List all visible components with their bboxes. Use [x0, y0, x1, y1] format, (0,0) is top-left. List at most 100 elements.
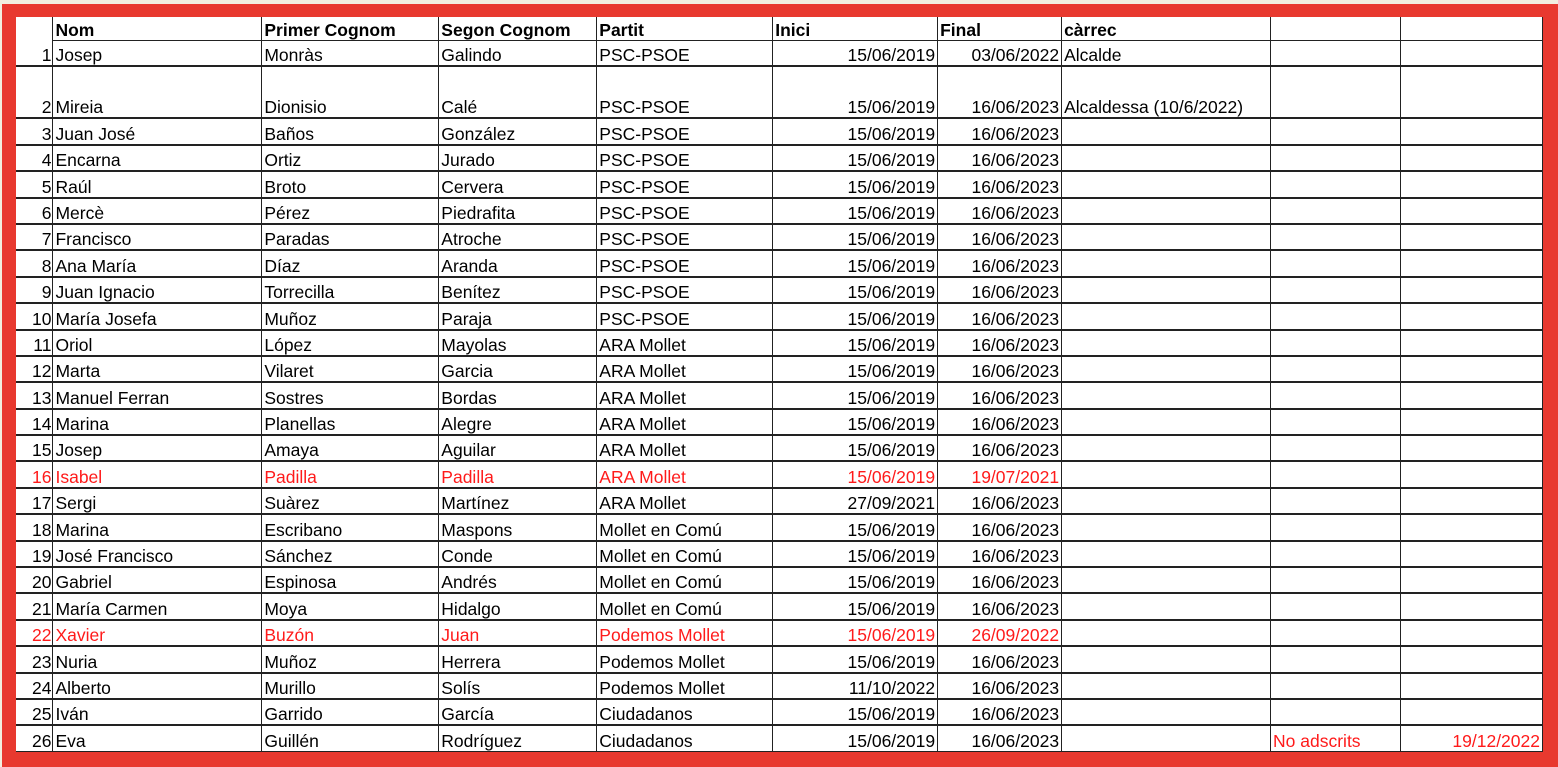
row-number[interactable]: 14: [16, 408, 54, 437]
cell-extra-1[interactable]: [1270, 355, 1401, 384]
cell-partit[interactable]: ARA Mollet: [596, 381, 774, 410]
cell-extra-1[interactable]: [1270, 460, 1401, 489]
cell-carrec[interactable]: [1061, 513, 1272, 542]
row-number[interactable]: 4: [16, 144, 54, 173]
cell-segon-cognom[interactable]: Aranda: [438, 249, 598, 278]
cell-extra-1[interactable]: [1270, 592, 1401, 621]
cell-segon-cognom[interactable]: Mayolas: [438, 329, 598, 357]
header-empty[interactable]: [1270, 17, 1401, 41]
cell-extra-2[interactable]: [1399, 408, 1543, 437]
cell-nom[interactable]: Oriol: [52, 329, 263, 357]
cell-inici[interactable]: 15/06/2019: [772, 434, 939, 463]
cell-nom[interactable]: Juan Ignacio: [52, 276, 263, 305]
cell-nom[interactable]: Gabriel: [52, 566, 263, 595]
cell-inici[interactable]: 15/06/2019: [772, 645, 939, 674]
cell-carrec[interactable]: [1061, 408, 1272, 437]
cell-carrec[interactable]: [1061, 276, 1272, 305]
cell-extra-2[interactable]: [1399, 302, 1543, 331]
cell-inici[interactable]: 15/06/2019: [772, 408, 939, 437]
cell-extra-2[interactable]: [1399, 698, 1543, 727]
cell-partit[interactable]: PSC-PSOE: [596, 170, 774, 199]
cell-final[interactable]: 16/06/2023: [937, 329, 1063, 357]
cell-segon-cognom[interactable]: Padilla: [438, 460, 598, 489]
cell-extra-1[interactable]: [1270, 117, 1401, 146]
cell-extra-1[interactable]: [1270, 434, 1401, 463]
cell-partit[interactable]: ARA Mollet: [596, 329, 774, 357]
cell-partit[interactable]: PSC-PSOE: [596, 223, 774, 252]
cell-primer-cognom[interactable]: Sánchez: [261, 540, 440, 569]
cell-final[interactable]: 16/06/2023: [937, 381, 1063, 410]
cell-segon-cognom[interactable]: Cervera: [438, 170, 598, 199]
cell-nom[interactable]: Nuria: [52, 645, 263, 674]
cell-extra-2[interactable]: 19/12/2022: [1399, 724, 1543, 752]
header-primer-cognom[interactable]: Primer Cognom: [261, 17, 440, 41]
cell-final[interactable]: 16/06/2023: [937, 117, 1063, 146]
row-number[interactable]: 17: [16, 487, 54, 516]
row-number[interactable]: 5: [16, 171, 54, 199]
cell-carrec[interactable]: [1061, 672, 1272, 700]
cell-partit[interactable]: Podemos Mollet: [596, 619, 774, 648]
cell-inici[interactable]: 15/06/2019: [772, 460, 939, 489]
cell-partit[interactable]: Ciudadanos: [596, 698, 774, 727]
cell-final[interactable]: 16/06/2023: [937, 592, 1063, 621]
cell-primer-cognom[interactable]: Amaya: [261, 434, 440, 463]
cell-inici[interactable]: 15/06/2019: [772, 144, 939, 173]
cell-carrec[interactable]: [1061, 434, 1272, 463]
cell-nom[interactable]: María Josefa: [52, 302, 263, 331]
cell-partit[interactable]: Ciudadanos: [596, 724, 774, 752]
cell-segon-cognom[interactable]: Hidalgo: [438, 592, 598, 621]
cell-final[interactable]: 16/06/2023: [937, 566, 1063, 595]
cell-primer-cognom[interactable]: Planellas: [261, 408, 440, 437]
cell-extra-2[interactable]: [1399, 460, 1543, 489]
cell-partit[interactable]: Podemos Mollet: [596, 672, 774, 700]
cell-partit[interactable]: PSC-PSOE: [596, 144, 774, 173]
cell-extra-1[interactable]: [1270, 645, 1401, 674]
cell-segon-cognom[interactable]: Rodríguez: [438, 724, 598, 752]
header-final[interactable]: Final: [937, 17, 1063, 41]
cell-primer-cognom[interactable]: Ortiz: [261, 144, 440, 173]
cell-carrec[interactable]: [1061, 487, 1272, 516]
cell-primer-cognom[interactable]: Espinosa: [261, 566, 440, 595]
cell-carrec[interactable]: [1061, 566, 1272, 595]
cell-segon-cognom[interactable]: Conde: [438, 540, 598, 569]
cell-inici[interactable]: 15/06/2019: [772, 117, 939, 146]
cell-final[interactable]: 03/06/2022: [937, 40, 1063, 68]
cell-primer-cognom[interactable]: Vilaret: [261, 355, 440, 384]
cell-nom[interactable]: Alberto: [52, 672, 263, 700]
cell-primer-cognom[interactable]: Buzón: [261, 619, 440, 648]
cell-segon-cognom[interactable]: Atroche: [438, 223, 598, 252]
cell-primer-cognom[interactable]: Murillo: [261, 672, 440, 700]
cell-extra-2[interactable]: [1399, 329, 1543, 357]
cell-extra-2[interactable]: [1399, 355, 1543, 384]
cell-nom[interactable]: Manuel Ferran: [52, 381, 263, 410]
cell-nom[interactable]: Marta: [52, 355, 263, 384]
cell-nom[interactable]: Marina: [52, 513, 263, 542]
cell-extra-1[interactable]: [1270, 566, 1401, 595]
row-number[interactable]: 2: [16, 66, 54, 120]
cell-segon-cognom[interactable]: Solís: [438, 672, 598, 700]
cell-primer-cognom[interactable]: Escribano: [261, 513, 440, 542]
row-number[interactable]: 1: [16, 40, 54, 68]
cell-nom[interactable]: Mercè: [52, 197, 263, 225]
row-number[interactable]: 25: [16, 698, 54, 727]
cell-final[interactable]: 16/06/2023: [937, 65, 1063, 120]
cell-extra-2[interactable]: [1399, 276, 1543, 305]
cell-primer-cognom[interactable]: Suàrez: [261, 487, 440, 516]
cell-segon-cognom[interactable]: Herrera: [438, 645, 598, 674]
row-number[interactable]: 20: [16, 567, 54, 595]
cell-primer-cognom[interactable]: López: [261, 329, 440, 357]
cell-carrec[interactable]: [1061, 592, 1272, 621]
cell-carrec[interactable]: [1061, 223, 1272, 252]
cell-segon-cognom[interactable]: Juan: [438, 619, 598, 648]
cell-carrec[interactable]: [1061, 197, 1272, 225]
cell-final[interactable]: 16/06/2023: [937, 408, 1063, 437]
cell-inici[interactable]: 15/06/2019: [772, 329, 939, 357]
row-number[interactable]: 8: [16, 250, 54, 278]
cell-partit[interactable]: PSC-PSOE: [596, 249, 774, 278]
cell-carrec[interactable]: [1061, 302, 1272, 331]
header-segon-cognom[interactable]: Segon Cognom: [438, 17, 598, 41]
cell-final[interactable]: 16/06/2023: [937, 698, 1063, 727]
cell-inici[interactable]: 15/06/2019: [772, 566, 939, 595]
header-empty[interactable]: [1399, 17, 1543, 41]
cell-segon-cognom[interactable]: Garcia: [438, 355, 598, 384]
